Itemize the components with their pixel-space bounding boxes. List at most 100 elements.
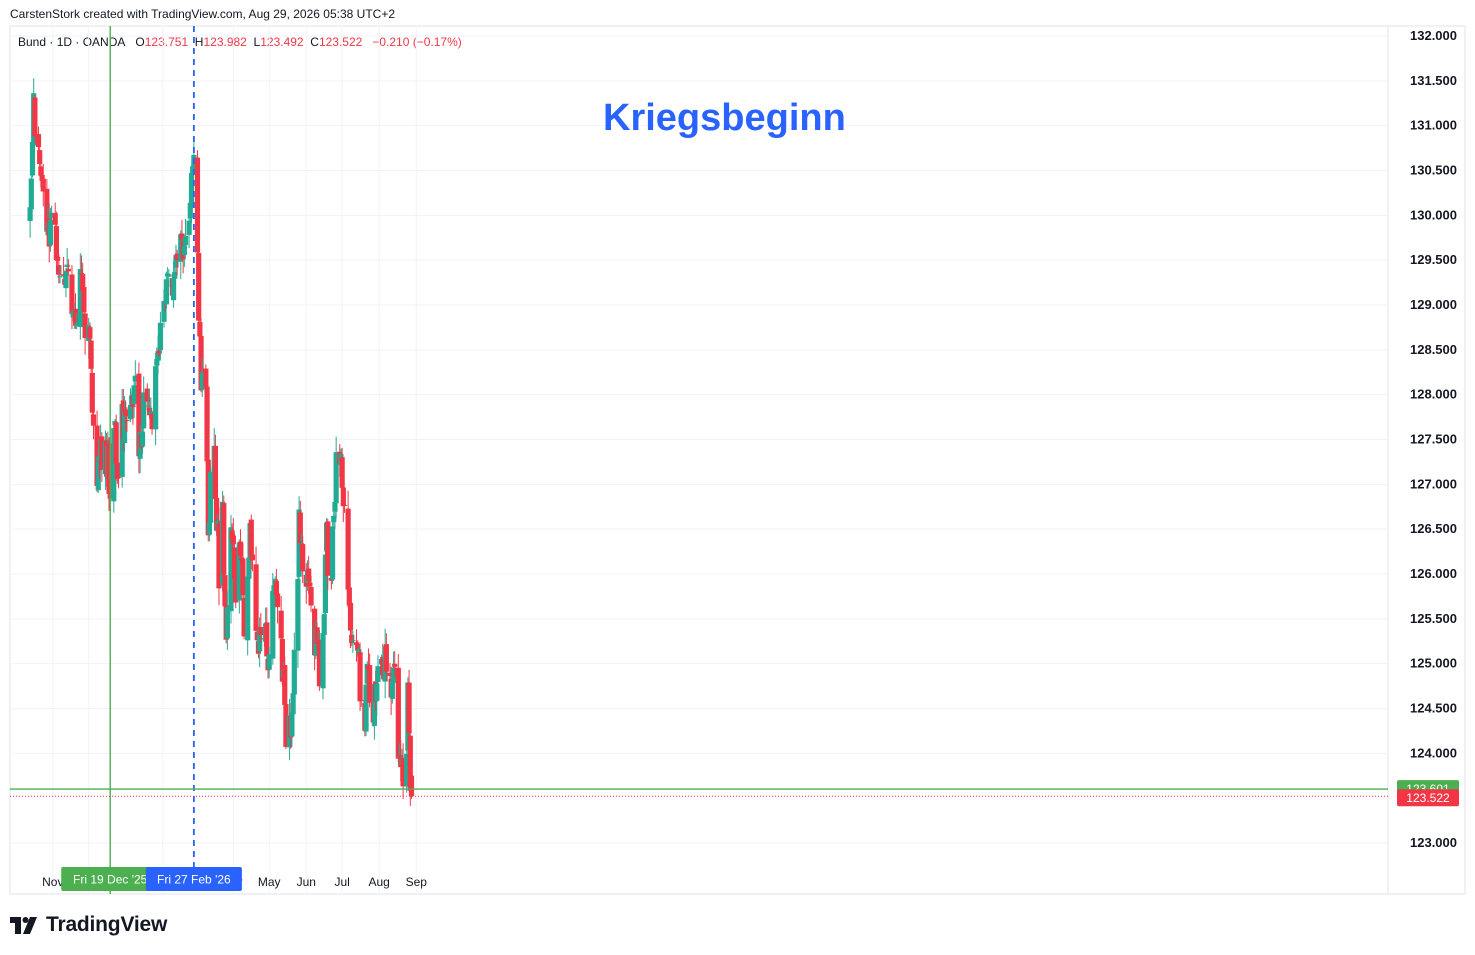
candle-body xyxy=(198,336,204,391)
candle-body xyxy=(375,666,381,682)
candle-body xyxy=(170,277,177,301)
candle xyxy=(341,492,348,513)
candle xyxy=(245,573,251,656)
candle-body xyxy=(230,535,236,545)
candle xyxy=(206,519,213,542)
candle xyxy=(78,255,85,276)
candle xyxy=(163,271,169,309)
price-tick-label: 125.500 xyxy=(1410,611,1457,626)
candle-body xyxy=(148,411,154,415)
candle-body xyxy=(297,512,303,544)
candle-body xyxy=(136,373,142,457)
candle-body xyxy=(229,530,235,540)
candle-body xyxy=(347,602,354,631)
candle xyxy=(278,595,284,644)
candle-body xyxy=(246,557,252,579)
candle xyxy=(320,625,326,700)
candle-body xyxy=(181,245,187,256)
candle-body xyxy=(367,665,373,703)
candle-body xyxy=(69,274,75,314)
price-axis[interactable]: 132.000 131.500 131.000 130.500 130.000 129.5… xyxy=(1410,28,1457,850)
candle-body xyxy=(390,667,397,683)
high-label: H xyxy=(194,35,204,49)
candle xyxy=(212,434,219,510)
candle-body xyxy=(400,757,406,787)
low-value: 123.492 xyxy=(260,35,304,49)
price-tag-last-label: 123.522 xyxy=(1406,791,1450,805)
time-tick-label: Jul xyxy=(334,875,349,889)
candle xyxy=(99,432,105,483)
candle-body xyxy=(63,270,69,289)
candle-body xyxy=(333,452,339,504)
candle xyxy=(249,544,256,572)
candle xyxy=(53,211,60,274)
price-tick-label: 131.000 xyxy=(1410,118,1457,133)
candle xyxy=(115,464,122,489)
candle-body xyxy=(289,712,295,737)
chart-credit: CarstenStork created with TradingView.co… xyxy=(10,7,395,21)
candle-body xyxy=(77,269,83,327)
price-tick-label: 124.000 xyxy=(1410,745,1457,760)
price-tick-label: 126.000 xyxy=(1410,566,1457,581)
candle-body xyxy=(49,212,55,218)
time-tick-label: May xyxy=(258,875,281,889)
candle xyxy=(121,396,128,453)
candle-body xyxy=(113,422,119,464)
candle xyxy=(357,642,363,711)
candle-body xyxy=(298,543,305,545)
time-tick-label: Aug xyxy=(369,875,390,889)
candle xyxy=(316,629,323,691)
candle xyxy=(188,165,195,224)
candle-body xyxy=(115,477,122,479)
price-tick-label: 128.000 xyxy=(1410,387,1457,402)
candle xyxy=(196,243,202,323)
candle xyxy=(174,249,180,276)
candle-body xyxy=(314,627,320,644)
ohlc-legend: Bund · 1D · OANDA O123.751 H123.982 L123… xyxy=(18,35,462,49)
candle-body xyxy=(331,515,337,523)
candle-body xyxy=(245,576,251,641)
candle xyxy=(274,579,281,624)
candles-group xyxy=(27,78,415,806)
candle-body xyxy=(194,157,201,253)
time-tag-solid-marker-bg xyxy=(61,867,160,891)
candle-body xyxy=(248,519,254,558)
candle-body xyxy=(231,547,238,580)
close-label: C xyxy=(310,35,319,49)
candle-body xyxy=(111,428,117,502)
candle xyxy=(332,498,338,529)
candle-body xyxy=(363,684,369,732)
candle xyxy=(406,669,412,737)
symbol-label[interactable]: Bund · 1D · OANDA xyxy=(18,35,126,49)
candle xyxy=(145,388,152,409)
price-tick-label: 127.500 xyxy=(1410,432,1457,447)
candle xyxy=(392,651,398,678)
candle-body xyxy=(224,607,230,639)
candle-body xyxy=(65,268,71,272)
time-tag-dashed-marker-bg xyxy=(145,867,242,891)
candle xyxy=(199,358,205,397)
candle xyxy=(139,424,146,454)
candle-body xyxy=(139,431,146,447)
candle xyxy=(300,535,306,584)
open-value: 123.751 xyxy=(144,35,189,49)
candle xyxy=(77,253,83,340)
candle-body xyxy=(408,775,415,797)
tradingview-logo[interactable]: TradingView xyxy=(10,912,167,938)
candle-body xyxy=(132,375,138,382)
candle xyxy=(173,244,179,278)
candle-body xyxy=(121,411,128,444)
candle-body xyxy=(188,173,195,208)
candle-body xyxy=(404,753,410,787)
candle-body xyxy=(395,667,401,759)
candle-body xyxy=(88,340,94,369)
candle-body xyxy=(355,644,361,651)
candle-body xyxy=(341,504,348,506)
price-tick-label: 131.500 xyxy=(1410,73,1457,88)
candle-body xyxy=(94,425,100,486)
candle-body xyxy=(39,174,45,181)
candle-body xyxy=(407,735,413,791)
candle-body xyxy=(196,253,202,321)
candle-body xyxy=(163,279,169,305)
